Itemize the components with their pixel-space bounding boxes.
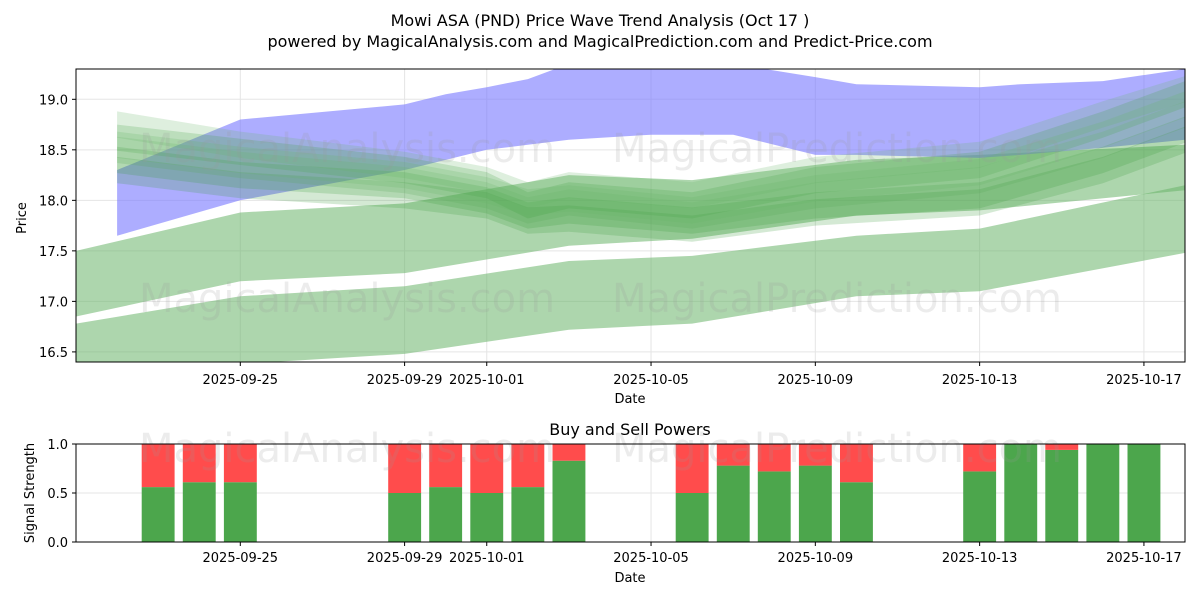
price-ytick-label: 18.0 bbox=[39, 194, 68, 209]
watermark-analysis-top: MagicalAnalysis.com bbox=[139, 126, 555, 172]
buy-bar bbox=[141, 487, 175, 542]
buy-bar bbox=[511, 487, 545, 542]
signal-xtick-label: 2025-10-01 bbox=[449, 551, 525, 566]
sell-bar bbox=[388, 444, 422, 493]
signal-xtick-label: 2025-09-29 bbox=[367, 551, 443, 566]
price-ytick-label: 18.5 bbox=[39, 144, 68, 159]
price-green-wave-5 bbox=[117, 126, 1185, 242]
buy-bar bbox=[1045, 449, 1079, 542]
buy-bar bbox=[1127, 444, 1161, 542]
price-xtick-label: 2025-10-09 bbox=[778, 373, 854, 388]
price-xtick-label: 2025-09-29 bbox=[367, 373, 443, 388]
sell-bar bbox=[223, 444, 257, 483]
signal-xlabel: Date bbox=[614, 571, 645, 586]
price-xtick-label: 2025-10-17 bbox=[1106, 373, 1182, 388]
price-ytick-label: 16.5 bbox=[39, 346, 68, 361]
buy-bar bbox=[552, 460, 586, 542]
watermark-prediction-bottom: MagicalPrediction.com bbox=[612, 426, 1062, 472]
signal-xtick-label: 2025-09-25 bbox=[203, 551, 279, 566]
signal-ytick-label: 0.0 bbox=[47, 536, 68, 551]
buy-bar bbox=[675, 493, 709, 542]
price-chart: MagicalAnalysis.com MagicalPrediction.co… bbox=[15, 68, 1186, 407]
sell-bar bbox=[757, 444, 791, 472]
price-ytick-label: 17.0 bbox=[39, 295, 68, 310]
price-green-wave-2 bbox=[117, 101, 1185, 229]
buy-bar bbox=[429, 487, 463, 542]
watermark-prediction-mid: MagicalPrediction.com bbox=[612, 276, 1062, 322]
sell-bar bbox=[182, 444, 216, 483]
signal-ylabel: Signal Strength bbox=[23, 443, 38, 543]
buy-bar bbox=[470, 493, 504, 542]
buy-bar bbox=[388, 493, 422, 542]
signal-xtick-label: 2025-10-17 bbox=[1106, 551, 1182, 566]
buy-bar bbox=[1086, 444, 1120, 542]
signal-xtick-label: 2025-10-13 bbox=[942, 551, 1018, 566]
buy-bar bbox=[1004, 444, 1038, 542]
signal-xtick-label: 2025-10-05 bbox=[613, 551, 689, 566]
price-axes-frame bbox=[75, 68, 1186, 363]
sell-bar bbox=[141, 444, 175, 488]
price-green-wave-4 bbox=[117, 76, 1185, 209]
signal-ytick-label: 0.5 bbox=[47, 487, 68, 502]
sell-bar bbox=[470, 444, 504, 493]
price-green-wave-3 bbox=[117, 116, 1185, 234]
watermark-prediction-top: MagicalPrediction.com bbox=[612, 126, 1062, 172]
signal-marks bbox=[141, 444, 1161, 542]
price-xtick-label: 2025-10-13 bbox=[942, 373, 1018, 388]
price-blue-band bbox=[117, 69, 1185, 236]
sell-bar bbox=[511, 444, 545, 488]
price-ylabel: Price bbox=[15, 202, 30, 234]
buy-bar bbox=[757, 471, 791, 542]
chart-title-line2: powered by MagicalAnalysis.com and Magic… bbox=[267, 32, 932, 51]
price-ticks: 2025-09-25 2025-09-29 2025-10-01 2025-10-05… bbox=[39, 93, 1182, 388]
buy-bar bbox=[716, 465, 750, 542]
price-xlabel: Date bbox=[614, 392, 645, 407]
watermark-analysis-bottom: MagicalAnalysis.com bbox=[139, 426, 555, 472]
price-xtick-label: 2025-10-01 bbox=[449, 373, 525, 388]
buy-bar bbox=[182, 482, 216, 542]
sell-bar bbox=[429, 444, 463, 488]
signal-xtick-label: 2025-10-09 bbox=[778, 551, 854, 566]
price-marks bbox=[76, 69, 1185, 362]
signal-ytick-label: 1.0 bbox=[47, 438, 68, 453]
sell-bar bbox=[840, 444, 873, 483]
price-xtick-label: 2025-10-05 bbox=[613, 373, 689, 388]
price-watermarks: MagicalAnalysis.com MagicalPrediction.co… bbox=[139, 126, 1062, 322]
buy-bar bbox=[840, 482, 873, 542]
signal-watermarks: MagicalAnalysis.com MagicalPrediction.co… bbox=[139, 426, 1062, 472]
sell-bar bbox=[675, 444, 709, 493]
price-green-wave-1 bbox=[117, 81, 1185, 219]
price-ytick-label: 17.5 bbox=[39, 245, 68, 260]
buy-bar bbox=[963, 471, 997, 542]
chart-title-line1: Mowi ASA (PND) Price Wave Trend Analysis… bbox=[391, 11, 810, 30]
buy-bar bbox=[798, 465, 832, 542]
watermark-analysis-mid: MagicalAnalysis.com bbox=[139, 276, 555, 322]
sell-bar bbox=[963, 444, 997, 472]
price-green-band-2 bbox=[76, 185, 1185, 362]
signal-chart: Buy and Sell Powers MagicalAnalysis.com … bbox=[23, 420, 1186, 586]
sell-bar bbox=[1045, 444, 1079, 450]
signal-title: Buy and Sell Powers bbox=[549, 420, 711, 439]
sell-bar bbox=[798, 444, 832, 466]
signal-ticks: 2025-09-25 2025-09-29 2025-10-01 2025-10-05… bbox=[47, 438, 1181, 566]
price-xtick-label: 2025-09-25 bbox=[203, 373, 279, 388]
price-ytick-label: 19.0 bbox=[39, 93, 68, 108]
buy-bar bbox=[223, 482, 257, 542]
price-green-wave-6 bbox=[117, 91, 1185, 224]
price-green-band-1 bbox=[76, 144, 1185, 317]
sell-bar bbox=[552, 444, 586, 461]
sell-bar bbox=[716, 444, 750, 466]
